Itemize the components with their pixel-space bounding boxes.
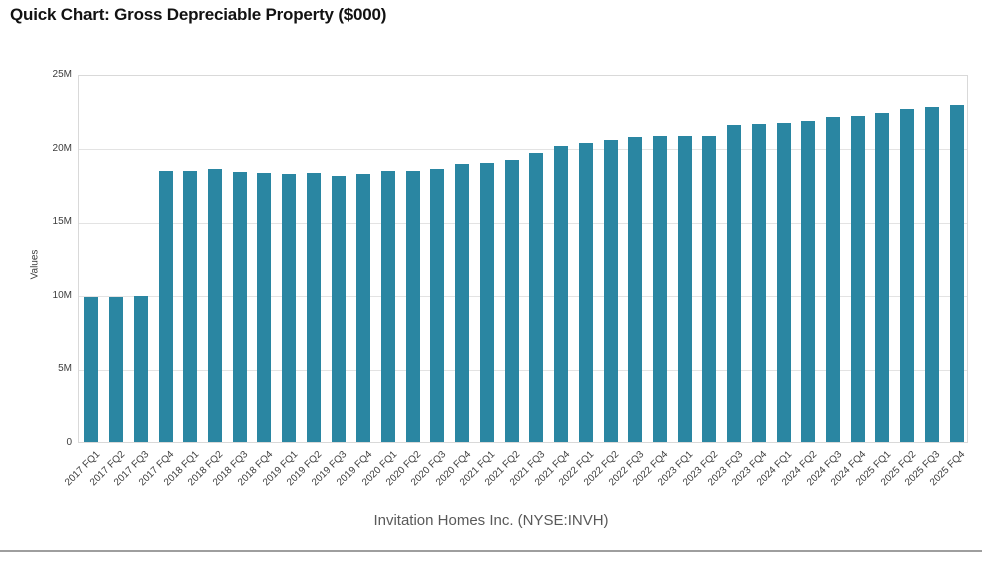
chart-bar[interactable] [183,170,198,442]
x-axis: 2017 FQ1 2017 FQ2 2017 FQ3 2017 FQ4 2018 FQ1… [63,449,968,509]
chart-bar[interactable] [652,136,667,442]
chart-bar[interactable] [133,296,148,442]
y-tick-label: 0 [66,437,72,448]
gridline [79,369,967,371]
y-tick-label: 5M [58,363,72,375]
y-tick-label: 15M [52,216,72,228]
y-tick-label: 20M [52,142,72,154]
chart-bar[interactable] [900,109,915,442]
chart-bar[interactable] [331,175,346,442]
chart-bar[interactable] [282,174,297,442]
bottom-divider [0,550,982,552]
chart-bar[interactable] [381,171,396,442]
chart-bar[interactable] [504,159,519,442]
chart-bar[interactable] [702,136,717,442]
chart-bar[interactable] [257,172,272,442]
chart-bar[interactable] [677,135,692,442]
chart-bar[interactable] [875,113,890,442]
chart-caption: Invitation Homes Inc. (NYSE:INVH) [373,512,609,529]
chart-bar[interactable] [232,172,247,442]
chart-bar[interactable] [751,123,766,442]
y-tick-label: 10M [52,289,72,301]
chart-bar[interactable] [727,124,742,442]
chart-bar[interactable] [801,120,816,442]
chart-bar[interactable] [603,139,618,442]
chart-bar[interactable] [949,105,964,442]
page-title: Quick Chart: Gross Depreciable Property … [10,5,387,24]
chart-bar[interactable] [158,170,173,442]
chart-bar[interactable] [306,172,321,442]
chart-bar[interactable] [776,122,791,442]
chart-bar[interactable] [405,171,420,442]
y-axis: 0 5M 10M 15M 20M 25M [0,70,72,448]
chart-bar[interactable] [924,106,939,442]
chart-bar[interactable] [826,116,841,442]
chart-bar[interactable] [554,146,569,442]
chart-bar[interactable] [109,297,124,442]
gridline [79,222,967,224]
chart-bar[interactable] [430,168,445,442]
chart-plot-area [78,75,968,443]
chart-bar[interactable] [356,173,371,442]
chart-bar[interactable] [84,297,99,442]
chart-bar[interactable] [529,153,544,442]
chart-bar[interactable] [455,164,470,442]
chart-bar[interactable] [850,115,865,442]
chart-bar[interactable] [207,168,222,442]
gridline [79,149,967,151]
y-tick-label: 25M [52,69,72,80]
gridline [79,296,967,298]
chart-bar[interactable] [628,137,643,442]
chart-bar[interactable] [578,143,593,442]
chart-bar[interactable] [479,162,494,442]
